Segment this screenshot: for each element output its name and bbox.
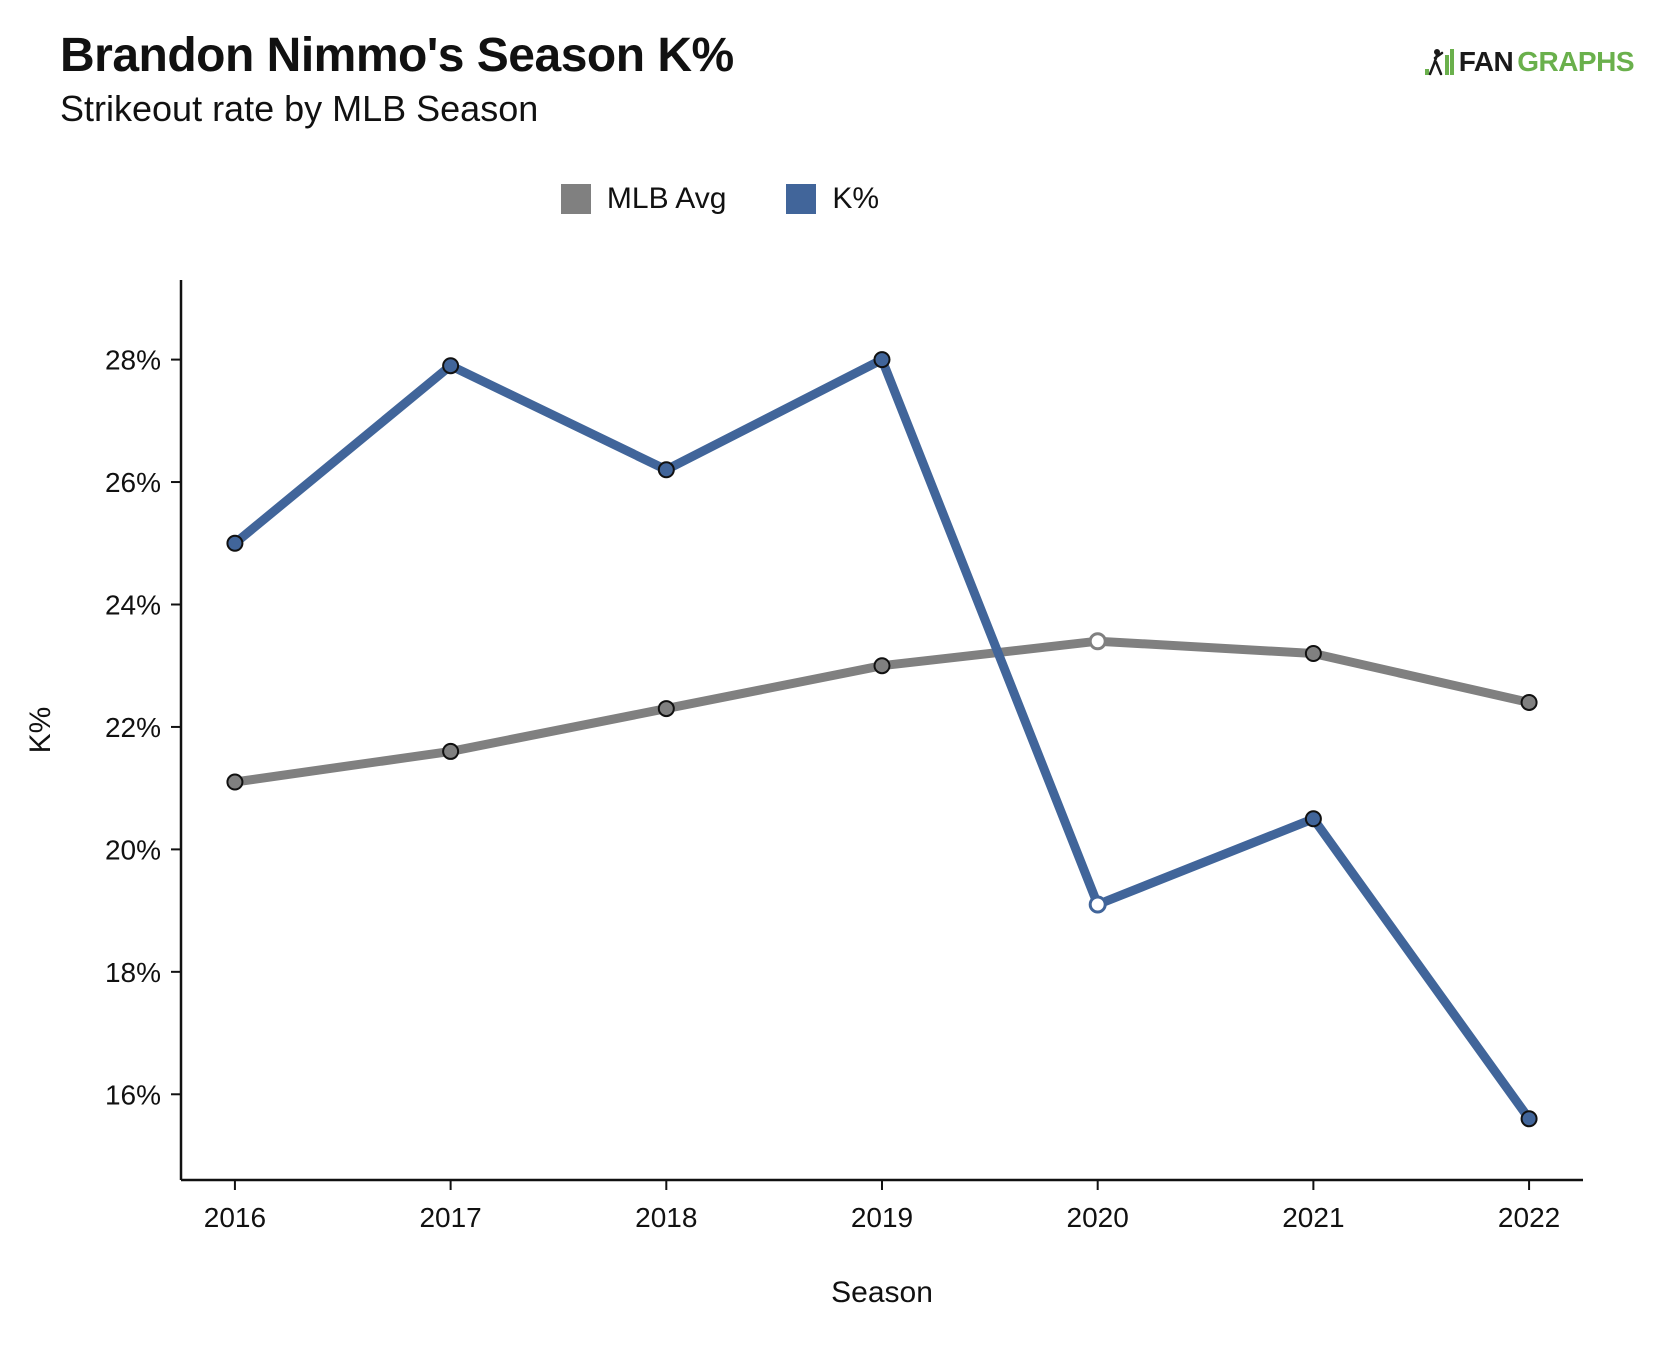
legend-label-k-pct: K% <box>832 182 880 215</box>
brand-fan-text: FAN <box>1458 46 1514 77</box>
x-tick-label: 2016 <box>204 1202 266 1233</box>
x-axis-title: Season <box>831 1276 933 1309</box>
legend-item-k-pct: K% <box>786 182 879 216</box>
data-point-k <box>873 351 891 369</box>
data-point-mlb-avg <box>657 700 675 718</box>
data-point-k <box>226 534 244 552</box>
baseball-player-icon <box>1424 49 1454 76</box>
x-tick-label: 2020 <box>1067 1202 1129 1233</box>
legend-label-mlb-avg: MLB Avg <box>606 182 727 215</box>
chart-title: Brandon Nimmo's Season K% <box>60 29 734 82</box>
data-point-mlb-avg <box>1520 693 1538 711</box>
chart-axes: 16% 18% 20% 22% 24% 26% 28% 2016 2017 2018 2019 202… <box>24 280 1583 1309</box>
y-axis-title: K% <box>24 707 57 754</box>
y-tick-label: 28% <box>105 345 161 376</box>
chart-subtitle: Strikeout rate by MLB Season <box>60 88 539 129</box>
y-tick-label: 16% <box>105 1079 161 1110</box>
y-tick-label: 26% <box>105 467 161 498</box>
data-point-mlb-avg <box>226 773 244 791</box>
y-tick-label: 18% <box>105 957 161 988</box>
series-line-k <box>230 355 1534 1124</box>
data-point-mlb-avg <box>1304 644 1322 662</box>
x-tick-label: 2018 <box>635 1202 697 1233</box>
y-tick-label: 22% <box>105 712 161 743</box>
data-point-k <box>1088 895 1107 914</box>
x-tick-label: 2021 <box>1282 1202 1344 1233</box>
legend-item-mlb-avg: MLB Avg <box>560 182 727 216</box>
legend-swatch-k-pct <box>786 184 817 214</box>
legend-swatch-mlb-avg <box>560 184 591 214</box>
x-tick-label: 2019 <box>851 1202 913 1233</box>
x-tick-label: 2022 <box>1498 1202 1560 1233</box>
data-point-k <box>1304 810 1322 828</box>
data-point-mlb-avg <box>1088 632 1107 651</box>
y-tick-label: 24% <box>105 589 161 620</box>
x-tick-label: 2017 <box>419 1202 481 1233</box>
data-point-mlb-avg <box>442 742 460 760</box>
data-point-k <box>657 461 675 479</box>
chart-series <box>226 351 1538 1128</box>
y-tick-label: 20% <box>105 834 161 865</box>
data-point-k <box>1520 1110 1538 1128</box>
data-point-mlb-avg <box>873 657 891 675</box>
brand-graphs-text: GRAPHS <box>1517 46 1634 77</box>
chart-legend: MLB Avg K% <box>0 182 1555 216</box>
fangraphs-logo: FAN GRAPHS <box>1423 46 1634 78</box>
data-point-k <box>442 357 460 375</box>
